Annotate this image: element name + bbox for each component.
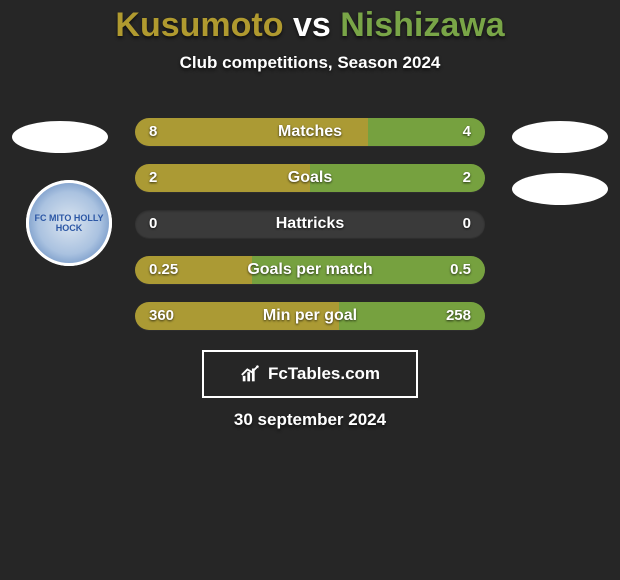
player2-avatar-placeholder [512, 121, 608, 153]
subtitle: Club competitions, Season 2024 [0, 53, 620, 73]
stat-row: 00Hattricks [135, 210, 485, 238]
stat-row: 22Goals [135, 164, 485, 192]
footer-date: 30 september 2024 [0, 410, 620, 430]
brand-text: FcTables.com [268, 364, 380, 384]
stat-label: Goals [135, 164, 485, 192]
stats-comparison: 84Matches 22Goals 00Hattricks 0.250.5Goals … [135, 118, 485, 348]
stat-row: 360258Min per goal [135, 302, 485, 330]
player1-avatar-placeholder [12, 121, 108, 153]
stat-label: Goals per match [135, 256, 485, 284]
title-vs: vs [293, 6, 331, 44]
brand-logo: FcTables.com [202, 350, 418, 398]
bar-chart-icon [240, 363, 262, 385]
player1-club-badge: FC MITO HOLLY HOCK [26, 180, 112, 266]
page-title: Kusumoto vs Nishizawa [0, 0, 620, 45]
player2-club-badge-placeholder [512, 173, 608, 205]
title-player2: Nishizawa [340, 6, 504, 44]
stat-row: 0.250.5Goals per match [135, 256, 485, 284]
stat-label: Min per goal [135, 302, 485, 330]
club-badge-icon: FC MITO HOLLY HOCK [26, 180, 112, 266]
stat-label: Matches [135, 118, 485, 146]
stat-label: Hattricks [135, 210, 485, 238]
stat-row: 84Matches [135, 118, 485, 146]
title-player1: Kusumoto [115, 6, 283, 44]
